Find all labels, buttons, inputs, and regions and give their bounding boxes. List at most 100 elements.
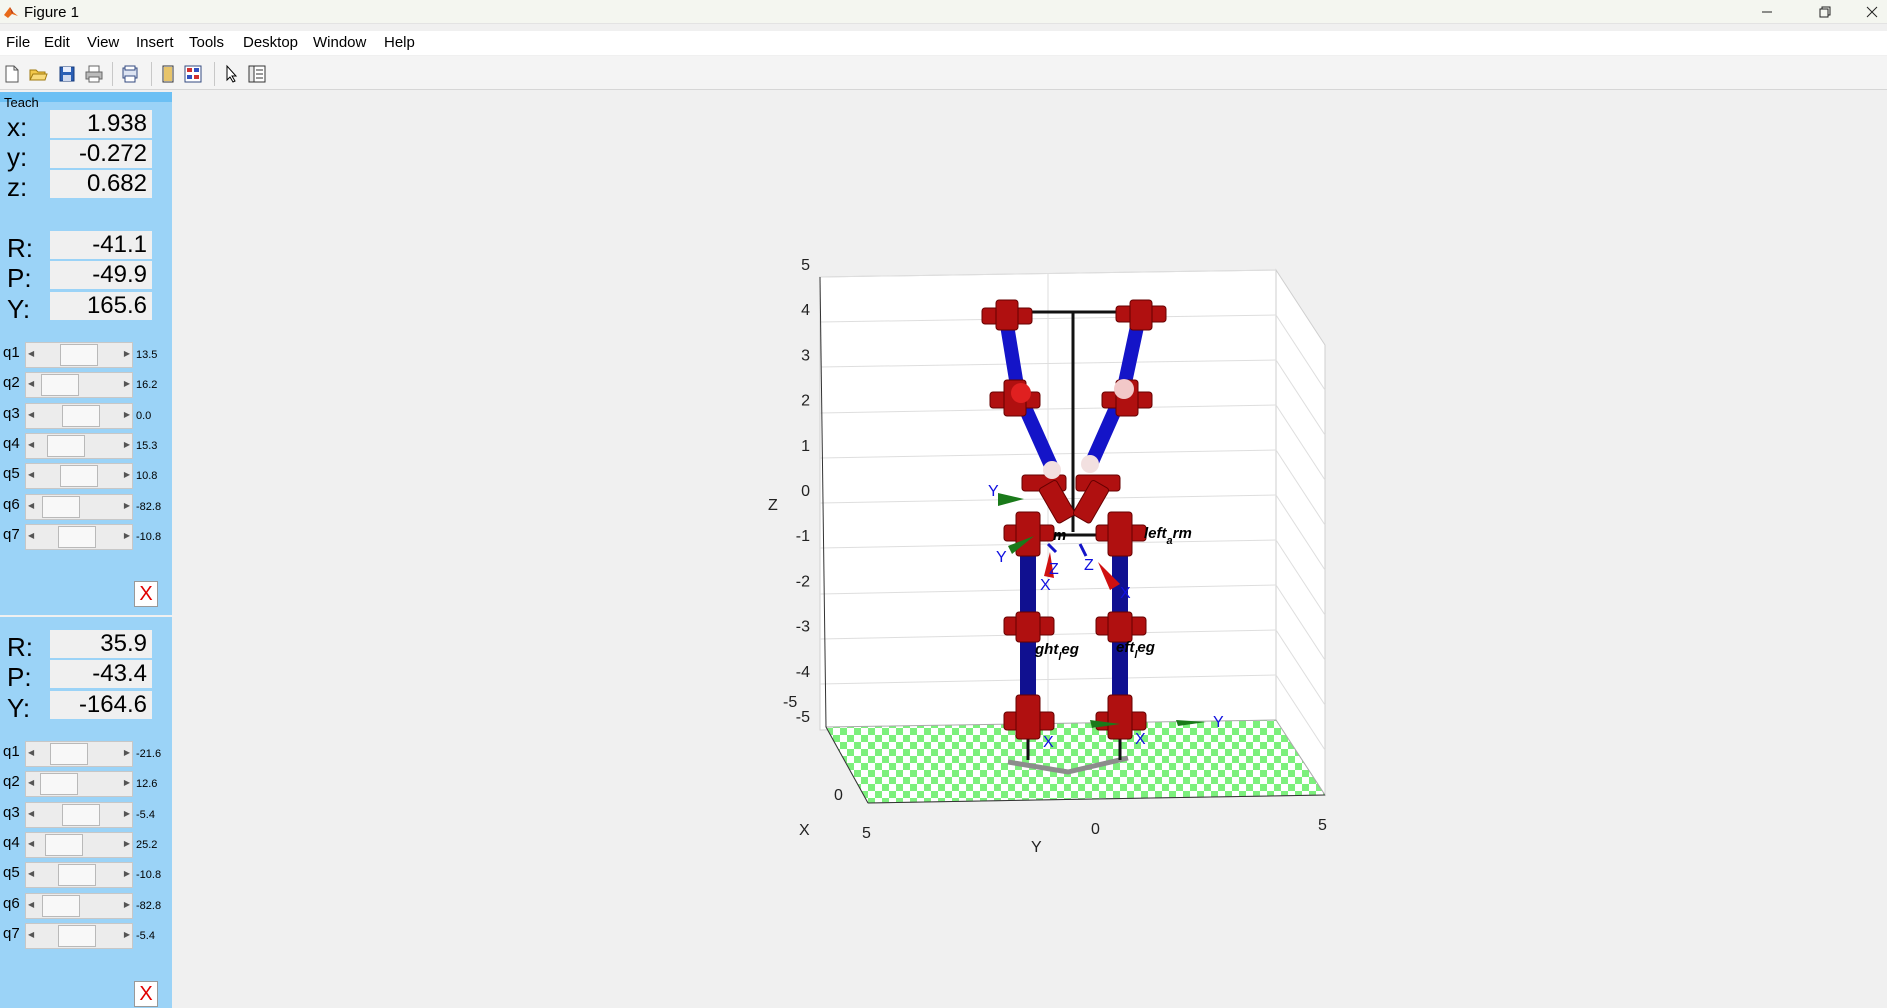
slider-thumb[interactable]: [57, 924, 96, 947]
joint-value: -82.8: [134, 493, 168, 520]
left-arm-label-main: left: [1144, 525, 1168, 542]
print-preview-icon[interactable]: [120, 64, 140, 84]
menu-file[interactable]: File: [6, 34, 31, 51]
z-tick-label: 1: [801, 438, 810, 455]
joint-value: 25.2: [134, 831, 168, 858]
joint-slider[interactable]: ◀ ▶: [25, 892, 133, 919]
close-arm-2-button[interactable]: X: [134, 981, 158, 1007]
roll-value-2: 35.9: [50, 630, 152, 658]
slider-thumb[interactable]: [60, 344, 98, 366]
slider-right-arrow-icon[interactable]: ▶: [123, 500, 130, 510]
slider-right-arrow-icon[interactable]: ▶: [123, 778, 130, 788]
joint-slider[interactable]: ◀ ▶: [25, 463, 133, 490]
teach-panel: Teach x: 1.938 y: -0.272 z: 0.682 R: -41…: [0, 92, 172, 1008]
slider-left-arrow-icon[interactable]: ◀: [28, 899, 35, 909]
slider-thumb[interactable]: [62, 404, 101, 427]
minimize-button[interactable]: [1744, 0, 1790, 24]
joint-row-q6: q6 ◀ ▶ -82.8: [0, 492, 172, 522]
slider-right-arrow-icon[interactable]: ▶: [123, 929, 130, 939]
close-icon: [1866, 6, 1877, 18]
menu-tools[interactable]: Tools: [189, 34, 225, 51]
new-figure-icon[interactable]: [2, 64, 22, 84]
slider-thumb[interactable]: [50, 743, 89, 765]
slider-left-arrow-icon[interactable]: ◀: [28, 500, 35, 510]
slider-thumb[interactable]: [57, 864, 96, 887]
slider-left-arrow-icon[interactable]: ◀: [28, 379, 35, 389]
left-leg-label: eftleg: [1116, 639, 1155, 661]
robot-3d-axes[interactable]: 5 4 3 2 1 0 -1 -2 -3 -4 -5 -5 0 5 0 5 Z X Y: [172, 92, 1887, 1008]
joint-slider[interactable]: ◀ ▶: [25, 741, 133, 767]
joint-slider[interactable]: ◀ ▶: [25, 801, 133, 828]
pointer-icon[interactable]: [222, 64, 242, 84]
joint-slider[interactable]: ◀ ▶: [25, 342, 133, 368]
slider-thumb[interactable]: [42, 495, 81, 518]
slider-right-arrow-icon[interactable]: ▶: [123, 899, 130, 909]
menu-desktop[interactable]: Desktop: [243, 34, 299, 51]
close-window-button[interactable]: [1856, 0, 1887, 24]
dock-icon[interactable]: [158, 64, 178, 84]
slider-right-arrow-icon[interactable]: ▶: [123, 409, 130, 419]
restore-icon: [1819, 6, 1831, 18]
joint-slider[interactable]: ◀ ▶: [25, 402, 133, 429]
slider-thumb[interactable]: [60, 465, 98, 488]
property-editor-icon[interactable]: [183, 64, 203, 84]
slider-thumb[interactable]: [42, 894, 81, 917]
frame-label-x: X: [1043, 734, 1054, 751]
plot-browser-icon[interactable]: [247, 64, 267, 84]
slider-left-arrow-icon[interactable]: ◀: [28, 530, 35, 540]
slider-left-arrow-icon[interactable]: ◀: [28, 349, 35, 358]
joint-slider[interactable]: ◀ ▶: [25, 922, 133, 949]
slider-thumb[interactable]: [62, 803, 101, 826]
joint-slider[interactable]: ◀ ▶: [25, 372, 133, 399]
slider-right-arrow-icon[interactable]: ▶: [123, 869, 130, 879]
yaw-row-2: Y: -164.6: [0, 691, 172, 723]
slider-thumb[interactable]: [40, 374, 79, 397]
slider-thumb[interactable]: [46, 434, 85, 457]
print-icon[interactable]: [84, 64, 104, 84]
slider-right-arrow-icon[interactable]: ▶: [123, 838, 130, 848]
close-arm-1-button[interactable]: X: [134, 581, 158, 607]
slider-right-arrow-icon[interactable]: ▶: [123, 349, 130, 358]
menu-window[interactable]: Window: [313, 34, 367, 51]
menu-edit[interactable]: Edit: [44, 34, 70, 51]
joint-slider[interactable]: ◀ ▶: [25, 771, 133, 798]
slider-left-arrow-icon[interactable]: ◀: [28, 869, 35, 879]
slider-left-arrow-icon[interactable]: ◀: [28, 470, 35, 480]
slider-thumb[interactable]: [40, 773, 79, 796]
right-leg-label: ghtleg: [1034, 641, 1079, 663]
joint-slider[interactable]: ◀ ▶: [25, 493, 133, 520]
slider-left-arrow-icon[interactable]: ◀: [28, 929, 35, 939]
slider-left-arrow-icon[interactable]: ◀: [28, 439, 35, 449]
figure-canvas[interactable]: 5 4 3 2 1 0 -1 -2 -3 -4 -5 -5 0 5 0 5 Z X Y: [172, 92, 1887, 1008]
slider-right-arrow-icon[interactable]: ▶: [123, 530, 130, 540]
joint-slider[interactable]: ◀ ▶: [25, 831, 133, 858]
menu-help[interactable]: Help: [384, 34, 415, 51]
slider-left-arrow-icon[interactable]: ◀: [28, 748, 35, 757]
position-z-label: z:: [7, 172, 28, 202]
menu-view[interactable]: View: [87, 34, 120, 51]
slider-left-arrow-icon[interactable]: ◀: [28, 838, 35, 848]
slider-right-arrow-icon[interactable]: ▶: [123, 470, 130, 480]
joint-label: q1: [3, 344, 20, 361]
open-file-icon[interactable]: [28, 64, 48, 84]
menu-insert[interactable]: Insert: [136, 34, 174, 51]
save-icon[interactable]: [57, 64, 77, 84]
slider-left-arrow-icon[interactable]: ◀: [28, 778, 35, 788]
joint-slider[interactable]: ◀ ▶: [25, 862, 133, 889]
matlab-icon: [4, 7, 18, 18]
slider-right-arrow-icon[interactable]: ▶: [123, 379, 130, 389]
joint-slider[interactable]: ◀ ▶: [25, 432, 133, 459]
slider-left-arrow-icon[interactable]: ◀: [28, 808, 35, 818]
joint-slider[interactable]: ◀ ▶: [25, 523, 133, 550]
slider-right-arrow-icon[interactable]: ▶: [123, 808, 130, 818]
slider-right-arrow-icon[interactable]: ▶: [123, 439, 130, 449]
slider-left-arrow-icon[interactable]: ◀: [28, 409, 35, 419]
slider-right-arrow-icon[interactable]: ▶: [123, 748, 130, 757]
slider-thumb[interactable]: [57, 525, 96, 548]
restore-button[interactable]: [1802, 0, 1848, 24]
elbow-ball-right: [1081, 455, 1099, 473]
z-tick-label: -2: [796, 573, 810, 590]
base-shadow: [1007, 755, 1129, 775]
z-tick-label: 0: [801, 483, 810, 500]
slider-thumb[interactable]: [44, 833, 83, 856]
